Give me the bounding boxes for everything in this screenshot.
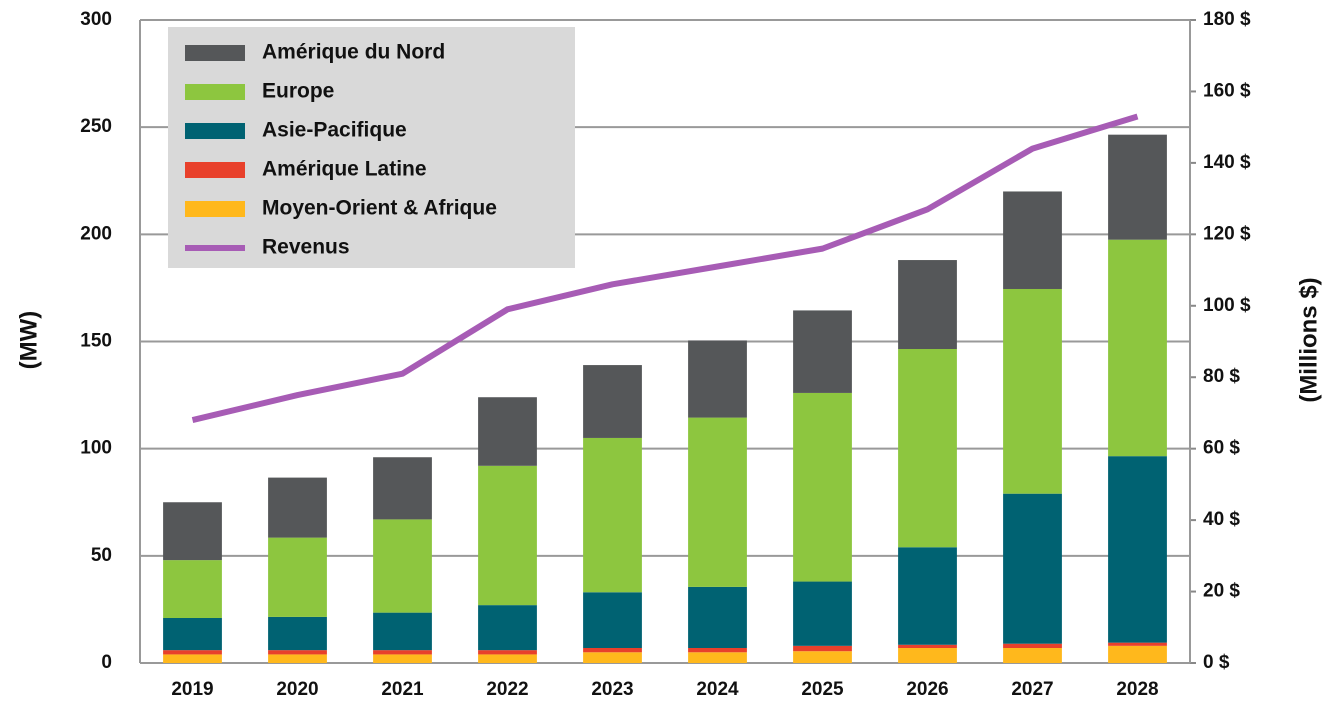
bar-segment [478,397,537,466]
x-tick-label: 2025 [801,679,844,700]
bar-segment [478,605,537,651]
bar-segment [163,560,222,618]
legend-box [168,27,575,268]
x-tick-label: 2020 [276,679,318,700]
legend-label: Asie-Pacifique [262,119,407,142]
bar-segment [478,465,537,606]
bar-segment [793,651,852,663]
y-tick-label: 100 [80,438,112,459]
bar-segment [1003,288,1062,494]
y-tick-label: 0 [101,652,112,673]
y2-tick-label: 140 $ [1203,152,1251,173]
bar-segment [793,310,852,393]
x-tick-label: 2028 [1116,679,1158,700]
bar-segment [1108,239,1167,457]
bar-segment [1108,645,1167,663]
y-tick-label: 50 [91,545,112,566]
bar-segment [688,652,747,663]
bar-segment [898,647,957,663]
bar-segment [1003,643,1062,648]
bar-segment [163,617,222,651]
bar-segment [1003,191,1062,289]
bar-segment [1003,493,1062,644]
bar-segment [1108,134,1167,240]
revenue-line [191,113,1139,424]
legend-swatch [185,84,245,100]
legend-swatch [185,162,245,178]
y-tick-label: 150 [80,331,112,352]
bar-segment [793,581,852,646]
bar-segment [268,477,327,538]
bar-segment [583,592,642,648]
y2-tick-label: 100 $ [1203,295,1251,316]
bar-segment [268,616,327,651]
y-tick-label: 250 [80,116,112,137]
x-tick-label: 2024 [696,679,739,700]
bar-segment [268,537,327,617]
bar-segment [583,365,642,438]
bar-segment [898,349,957,548]
x-tick-label: 2023 [591,679,633,700]
bar-segment [688,340,747,418]
y2-tick-label: 20 $ [1203,581,1240,602]
legend-label: Moyen-Orient & Afrique [262,197,497,220]
bar-segment [373,457,432,520]
x-tick-label: 2019 [171,679,213,700]
legend-swatch [185,45,245,61]
bar-segment [688,586,747,648]
y2-tick-label: 40 $ [1203,509,1240,530]
x-tick-label: 2027 [1011,679,1053,700]
bar-segment [163,502,222,561]
x-tick-label: 2026 [906,679,948,700]
legend-label: Revenus [262,236,350,259]
bar-segment [898,547,957,645]
bar-segment [793,645,852,652]
y-tick-label: 200 [80,223,112,244]
bar-segment [688,647,747,653]
y2-axis-title: (Millions $) [1295,277,1322,402]
bar-segment [478,654,537,663]
x-tick-label: 2022 [486,679,528,700]
bar-segment [793,392,852,582]
bar-segment [583,647,642,653]
legend-swatch [185,123,245,139]
y-tick-label: 300 [80,9,112,30]
legend-label: Europe [262,80,334,103]
bar-segment [583,437,642,593]
y2-tick-label: 120 $ [1203,223,1251,244]
y-axis-title: (MW) [15,311,42,370]
y2-tick-label: 180 $ [1203,9,1251,30]
bar-segment [268,650,327,655]
y2-tick-label: 60 $ [1203,438,1240,459]
bar-segment [1003,647,1062,663]
bar-segment [898,644,957,648]
legend-swatch [185,201,245,217]
bar-segment [898,260,957,350]
bar-segment [583,652,642,663]
bar-segment [1108,642,1167,646]
bar-segment [373,612,432,651]
bar-segment [373,654,432,663]
bar-segment [163,654,222,663]
y2-tick-label: 80 $ [1203,366,1240,387]
bar-segment [688,417,747,587]
bar-segment [163,650,222,655]
legend-label: Amérique Latine [262,158,427,181]
bar-segment [373,519,432,613]
bar-segment [1108,456,1167,643]
bar-segment [268,654,327,663]
legend-label: Amérique du Nord [262,41,445,64]
bar-segment [373,650,432,655]
x-tick-label: 2021 [381,679,424,700]
y2-tick-label: 0 $ [1203,652,1230,673]
bar-segment [478,650,537,655]
y2-tick-label: 160 $ [1203,80,1251,101]
